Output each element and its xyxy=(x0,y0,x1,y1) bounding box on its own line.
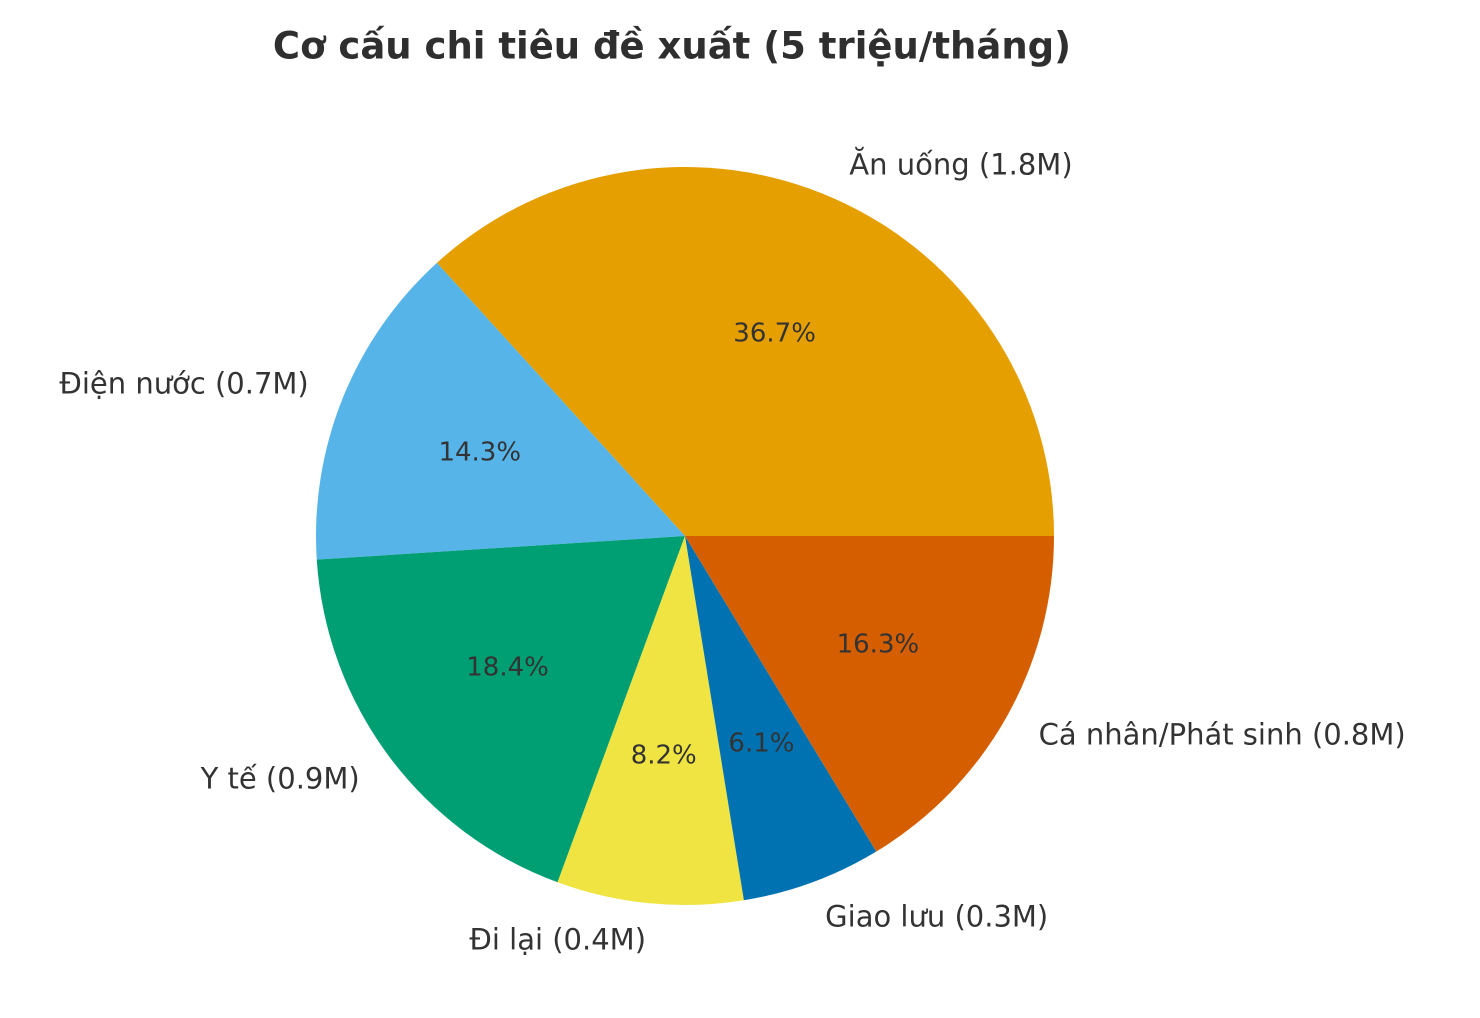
slice-label-dien-nuoc: Điện nước (0.7M) xyxy=(59,366,309,401)
slice-percent-y-te: 18.4% xyxy=(466,652,549,683)
pie-slice-giao-luu xyxy=(685,536,877,901)
chart-title: Cơ cấu chi tiêu đề xuất (5 triệu/tháng) xyxy=(272,24,1072,68)
slice-label-ca-nhan-phat-sinh: Cá nhân/Phát sinh (0.8M) xyxy=(1038,717,1406,752)
pie-slice-y-te xyxy=(316,536,685,883)
pie-slice-an-uong xyxy=(436,166,1054,536)
slice-label-y-te: Y tế (0.9M) xyxy=(200,761,360,796)
pie-slice-ca-nhan-phat-sinh xyxy=(685,536,1054,852)
slice-label-di-lai: Đi lại (0.4M) xyxy=(469,922,647,957)
slice-percent-dien-nuoc: 14.3% xyxy=(438,437,522,468)
slice-percent-di-lai: 8.2% xyxy=(630,740,697,771)
slice-percent-an-uong: 36.7% xyxy=(733,317,816,348)
slice-percent-ca-nhan-phat-sinh: 16.3% xyxy=(836,629,920,660)
slice-label-an-uong: Ăn uống (1.8M) xyxy=(849,147,1073,182)
pie-slice-dien-nuoc xyxy=(316,262,685,560)
slice-percent-giao-luu: 6.1% xyxy=(728,728,795,759)
pie-slice-di-lai xyxy=(557,536,744,905)
slice-label-giao-luu: Giao lưu (0.3M) xyxy=(825,899,1049,934)
